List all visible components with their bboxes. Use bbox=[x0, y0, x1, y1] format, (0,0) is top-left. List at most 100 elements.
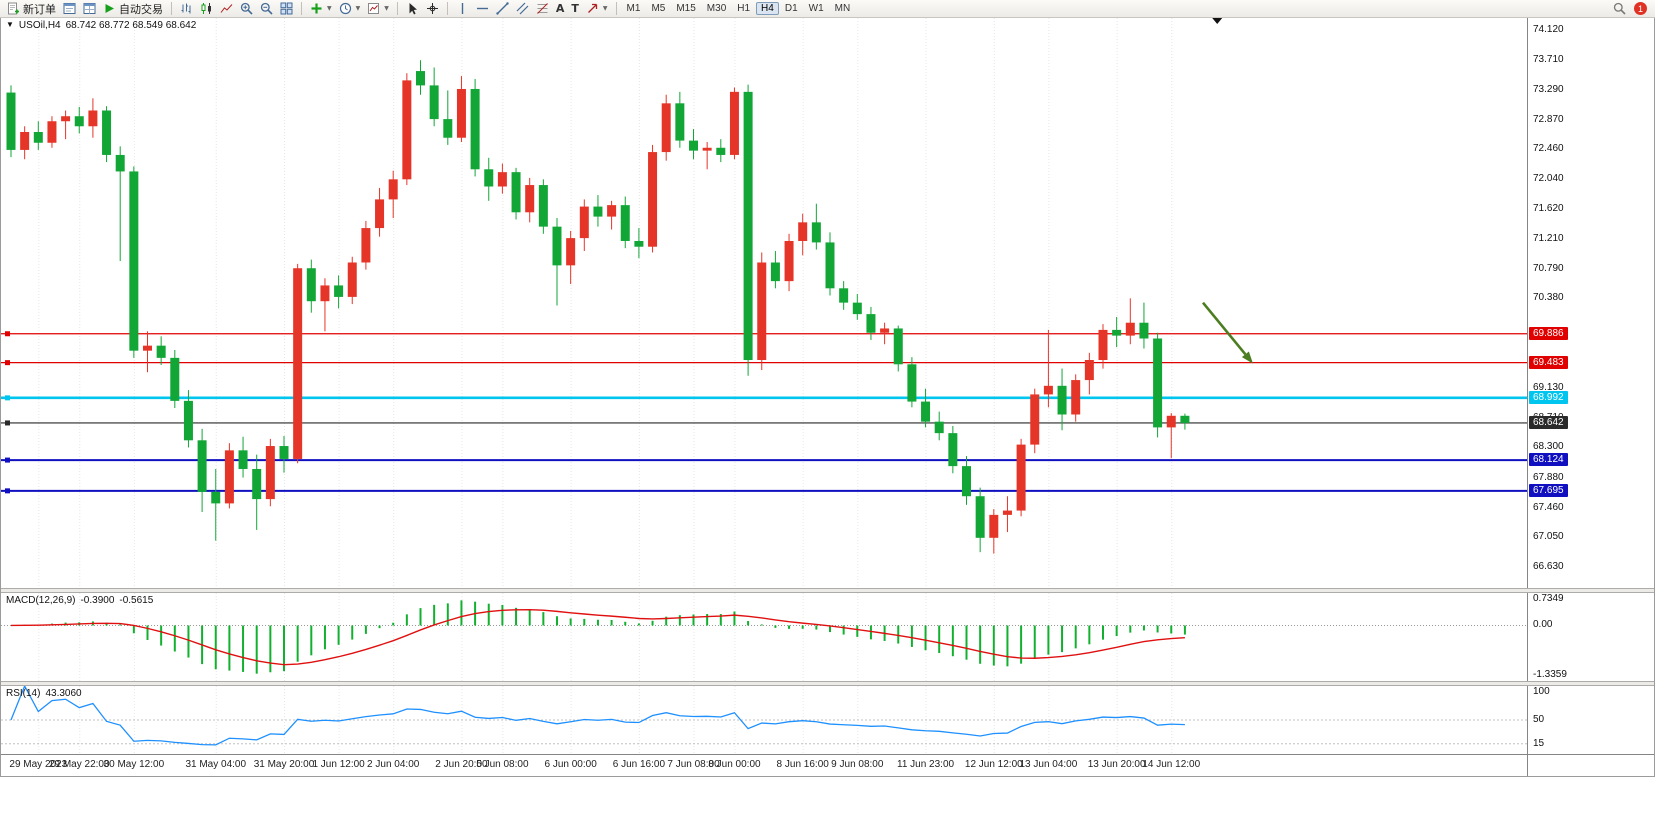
zoom-in-button[interactable] bbox=[237, 1, 256, 17]
indicators-plus-icon bbox=[311, 3, 322, 14]
rsi-axis-label: 50 bbox=[1533, 714, 1545, 725]
timeframe-button-w1[interactable]: W1 bbox=[808, 3, 824, 14]
rsi-name: RSI(14) bbox=[6, 688, 41, 699]
rsi-panel[interactable]: RSI(14) 43.3060 bbox=[1, 686, 1527, 754]
arrows-button[interactable]: ▼ bbox=[583, 1, 611, 17]
arrow-annotation[interactable] bbox=[1201, 301, 1253, 364]
templates-button[interactable]: ▼ bbox=[364, 1, 392, 17]
price-axis-label: 66.630 bbox=[1533, 561, 1564, 573]
price-axis-label: 71.620 bbox=[1533, 203, 1564, 215]
candlestick-chart[interactable] bbox=[1, 18, 1527, 588]
macd-signal-line bbox=[10, 608, 1185, 666]
timeframe-button-m5[interactable]: M5 bbox=[651, 3, 666, 14]
hline-68.124[interactable] bbox=[1, 457, 1527, 463]
market-watch-icon bbox=[63, 3, 76, 14]
notification-badge[interactable]: 1 bbox=[1634, 2, 1647, 15]
timeframe-button-d1[interactable]: D1 bbox=[784, 3, 798, 14]
main-chart-plot[interactable]: ▼ USOil,H4 68.742 68.772 68.549 68.642 bbox=[1, 18, 1527, 588]
timeframe-button-m30[interactable]: M30 bbox=[706, 3, 727, 14]
new-order-button[interactable]: 新订单 bbox=[4, 1, 59, 17]
search-button[interactable] bbox=[1610, 1, 1629, 17]
price-axis[interactable]: 74.120 73.710 73.290 72.870 72.460 72.040 71.6… bbox=[1527, 18, 1654, 588]
rsi-chart[interactable] bbox=[1, 686, 1527, 754]
hline-68.992[interactable] bbox=[1, 395, 1527, 401]
zoom-in-icon bbox=[240, 2, 253, 15]
autotrading-label: 自动交易 bbox=[119, 3, 163, 16]
text-label-button[interactable]: T bbox=[568, 1, 582, 17]
macd-axis[interactable]: 0.7349 0.00 -1.3359 bbox=[1527, 593, 1654, 681]
template-icon bbox=[368, 3, 380, 14]
bar-chart-button[interactable] bbox=[177, 1, 196, 17]
timeframe-button-h1[interactable]: H1 bbox=[737, 3, 751, 14]
macd-panel[interactable]: MACD(12,26,9) -0.3900 -0.5615 bbox=[1, 593, 1527, 681]
timeframe-button-m1[interactable]: M1 bbox=[626, 3, 641, 14]
time-axis-label: 29 May 2023 bbox=[9, 759, 68, 770]
macd-chart[interactable] bbox=[1, 593, 1527, 681]
channel-button[interactable] bbox=[513, 1, 532, 17]
symbol-dropdown-icon[interactable]: ▼ bbox=[6, 20, 14, 29]
price-axis-label: 73.710 bbox=[1533, 53, 1564, 65]
new-order-label: 新订单 bbox=[23, 3, 56, 16]
fibonacci-icon bbox=[537, 3, 548, 14]
crosshair-button[interactable] bbox=[423, 1, 442, 17]
price-axis-label: 70.790 bbox=[1533, 262, 1564, 274]
candles bbox=[6, 60, 1190, 554]
candlestick-chart-button[interactable] bbox=[197, 1, 216, 17]
price-axis-label: 70.380 bbox=[1533, 292, 1564, 304]
time-axis-label: 31 May 20:00 bbox=[253, 759, 315, 770]
timeframe-button-m15[interactable]: M15 bbox=[676, 3, 696, 14]
price-axis-label: 67.880 bbox=[1533, 471, 1564, 483]
horizontal-line-button[interactable] bbox=[473, 1, 492, 17]
price-axis-label: 74.120 bbox=[1533, 24, 1564, 36]
time-axis-label: 13 Jun 20:00 bbox=[1087, 759, 1146, 770]
rsi-axis[interactable]: 100 50 15 bbox=[1527, 686, 1654, 754]
fibonacci-button[interactable] bbox=[533, 1, 552, 17]
zoom-out-icon bbox=[260, 2, 273, 15]
autotrading-button[interactable]: 自动交易 bbox=[100, 1, 166, 17]
data-window-button[interactable] bbox=[80, 1, 99, 17]
toolbar-separator bbox=[396, 2, 398, 15]
vertical-line-button[interactable] bbox=[453, 1, 472, 17]
panel-divider[interactable] bbox=[1, 681, 1654, 686]
timeframe-button-mn[interactable]: MN bbox=[834, 3, 851, 14]
price-axis-label: 69.130 bbox=[1533, 381, 1564, 393]
cursor-button[interactable] bbox=[403, 1, 422, 17]
search-icon bbox=[1613, 2, 1626, 15]
price-axis-label: 72.040 bbox=[1533, 173, 1564, 185]
periods-button[interactable]: ▼ bbox=[336, 1, 364, 17]
chevron-down-icon: ▼ bbox=[384, 5, 389, 12]
time-axis-labels: 29 May 2023 29 May 22:00 30 May 12:00 31 Ma… bbox=[1, 755, 1527, 776]
time-axis[interactable]: 29 May 2023 29 May 22:00 30 May 12:00 31 Ma… bbox=[1, 754, 1654, 776]
line-chart-button[interactable] bbox=[217, 1, 236, 17]
trendline-icon bbox=[496, 2, 509, 15]
time-axis-label: 2 Jun 20:00 bbox=[435, 759, 488, 770]
hline-69.483[interactable] bbox=[1, 360, 1527, 366]
price-badge: 67.695 bbox=[1529, 483, 1568, 497]
macd-axis-label: 0.7349 bbox=[1533, 593, 1564, 604]
toolbar-separator bbox=[615, 2, 617, 15]
line-chart-icon bbox=[220, 4, 233, 13]
chevron-down-icon: ▼ bbox=[327, 5, 332, 12]
macd-label: MACD(12,26,9) -0.3900 -0.5615 bbox=[6, 595, 153, 606]
text-tool-button[interactable]: A bbox=[553, 1, 568, 17]
timeframe-button-h4[interactable]: H4 bbox=[756, 2, 779, 15]
indicators-button[interactable]: ▼ bbox=[307, 1, 335, 17]
text-label-icon: T bbox=[571, 2, 579, 15]
rsi-line bbox=[10, 686, 1185, 746]
time-axis-label: 8 Jun 00:00 bbox=[708, 759, 761, 770]
bar-chart-icon bbox=[181, 3, 191, 14]
autotrading-icon bbox=[105, 4, 114, 13]
tile-windows-icon bbox=[280, 2, 293, 15]
time-axis-label: 6 Jun 16:00 bbox=[612, 759, 666, 770]
panel-divider[interactable] bbox=[1, 588, 1654, 593]
chevron-down-icon: ▼ bbox=[602, 5, 608, 12]
price-axis-label: 67.460 bbox=[1533, 501, 1564, 513]
tile-windows-button[interactable] bbox=[277, 1, 296, 17]
market-watch-button[interactable] bbox=[60, 1, 79, 17]
chart-shift-marker bbox=[1212, 18, 1223, 24]
vertical-line-icon bbox=[461, 3, 464, 14]
zoom-out-button[interactable] bbox=[257, 1, 276, 17]
hline-68.642[interactable] bbox=[1, 420, 1527, 426]
macd-axis-label: -1.3359 bbox=[1533, 669, 1567, 680]
trendline-button[interactable] bbox=[493, 1, 512, 17]
